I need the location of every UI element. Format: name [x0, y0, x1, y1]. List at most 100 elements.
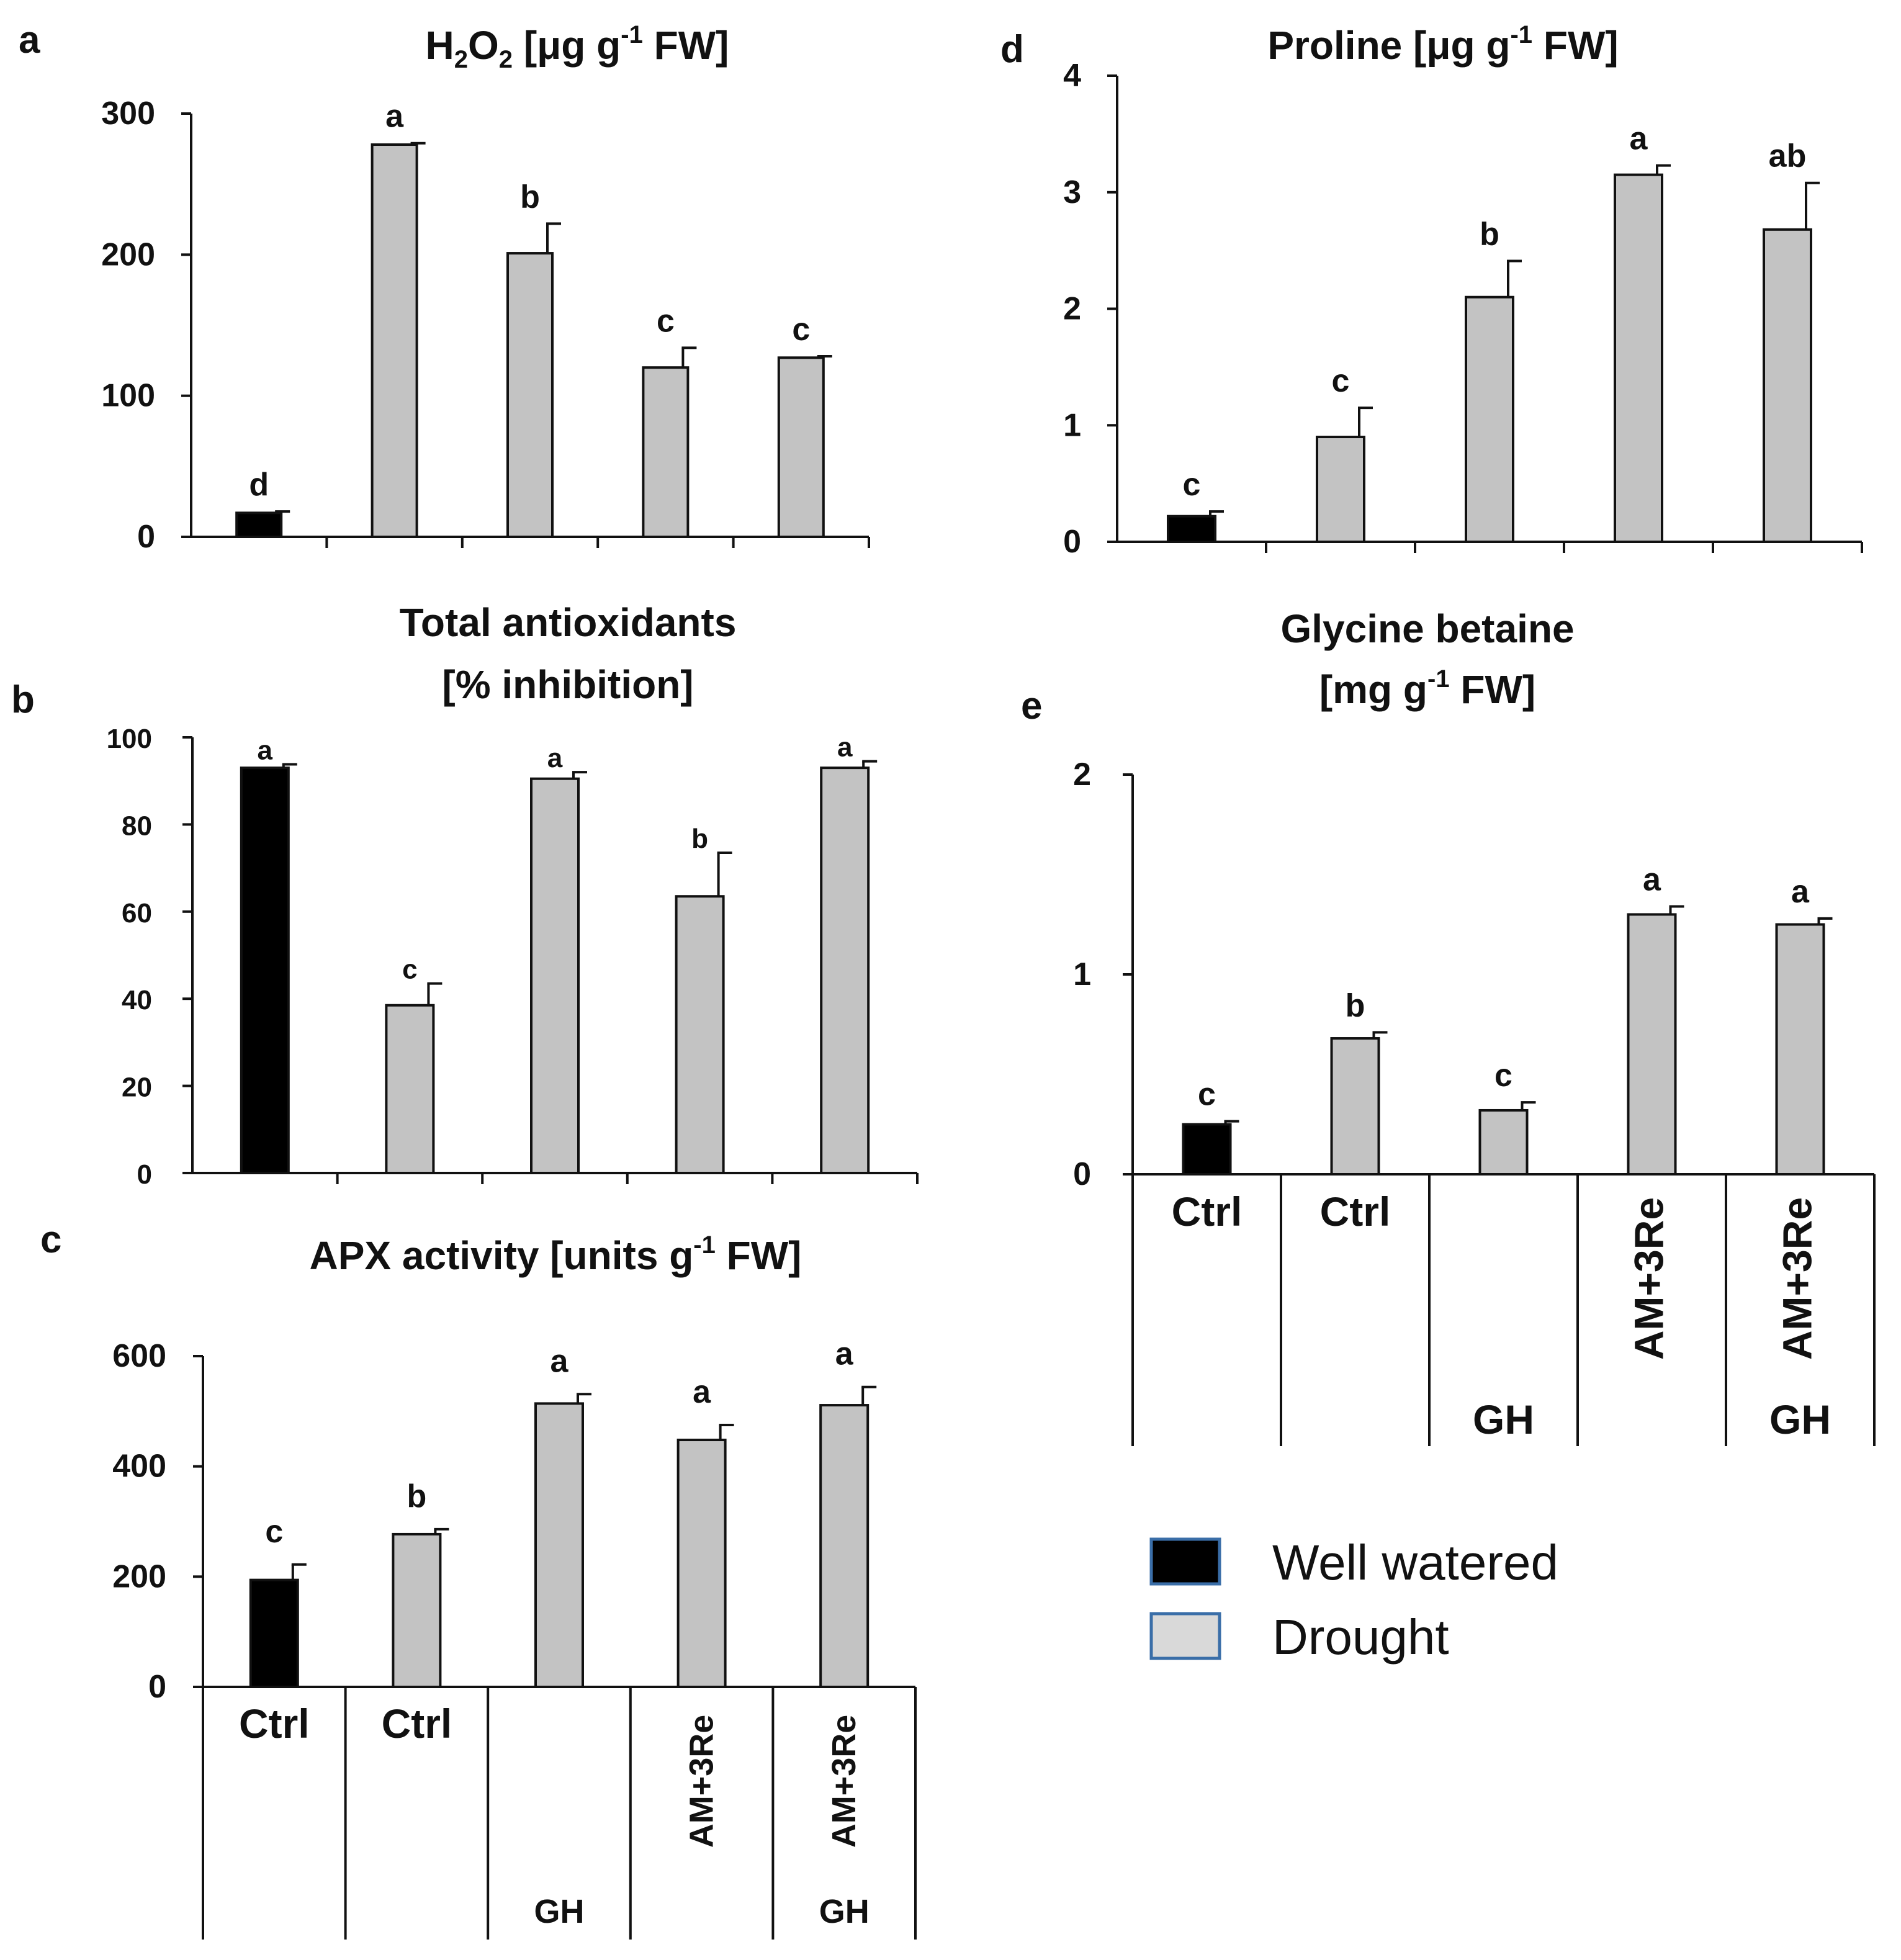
panel-d-y-tick-label: 3 — [1063, 174, 1081, 210]
significance-letter: c — [1332, 363, 1350, 399]
significance-letter: a — [258, 735, 273, 766]
significance-letter: a — [1630, 121, 1648, 157]
significance-letter: c — [1494, 1058, 1512, 1094]
category-label: Ctrl — [382, 1701, 452, 1746]
panel-a-bars: d a b c c — [235, 99, 832, 539]
bar — [1182, 1123, 1232, 1176]
panel-d-bars: c c b a ab — [1167, 121, 1820, 544]
panel-c-title: APX activity [units g-1 FW] — [310, 1231, 802, 1278]
bar — [1627, 913, 1677, 1176]
panel-e-letter: e — [1021, 685, 1042, 727]
bar — [777, 356, 825, 539]
bar — [820, 766, 870, 1174]
bar — [1316, 436, 1365, 544]
bar — [1614, 173, 1663, 543]
panel-d: d Proline [μg g-1 FW] 0 1 2 3 4 c c b a ab — [1000, 21, 1863, 560]
bar — [676, 1439, 727, 1688]
panel-b-letter: b — [11, 678, 35, 721]
panel-d-y-tick-label: 0 — [1063, 524, 1081, 560]
panel-e-y-tick-label: 2 — [1073, 757, 1091, 793]
panel-c-y-tick-label: 200 — [112, 1558, 166, 1594]
significance-letter: c — [265, 1514, 283, 1550]
panel-a: a H2O2 [μg g-1 FW] 0 100 200 300 d a b c c — [19, 19, 870, 555]
panel-d-y-tick-label: 1 — [1063, 407, 1081, 443]
significance-letter: ab — [1769, 138, 1807, 174]
panel-d-axes: 0 1 2 3 4 — [1063, 58, 1863, 560]
category-label-row2: GH — [1769, 1396, 1831, 1442]
bar — [819, 1404, 870, 1689]
panel-e-title-line1: Glycine betaine — [1280, 606, 1574, 651]
panel-b-title-line2: [% inhibition] — [442, 662, 693, 707]
bar — [1330, 1037, 1380, 1176]
panel-a-title: H2O2 [μg g-1 FW] — [426, 21, 729, 73]
panel-c-bars: c b a a a — [249, 1336, 877, 1689]
category-label-row2: GH — [534, 1893, 585, 1930]
significance-letter: b — [1346, 987, 1365, 1023]
panel-e-title-line2: [mg g-1 FW] — [1319, 665, 1535, 712]
panel-a-letter: a — [19, 19, 40, 61]
bar — [249, 1578, 299, 1688]
bar — [1465, 295, 1514, 543]
panel-d-y-tick-label: 2 — [1063, 291, 1081, 327]
bar — [534, 1402, 584, 1689]
legend-swatch-well-watered — [1149, 1537, 1221, 1586]
bar — [1763, 228, 1812, 543]
panel-b-y-tick-label: 80 — [122, 811, 152, 841]
category-label-row2: GH — [819, 1893, 870, 1930]
significance-letter: c — [1183, 467, 1201, 503]
significance-letter: a — [1791, 874, 1810, 910]
panel-c-category-table: Ctrl Ctrl AM+3Re AM+3Re GH GH — [202, 1687, 917, 1940]
category-label: AM+3Re — [825, 1715, 863, 1848]
significance-letter: c — [402, 955, 417, 985]
bar — [240, 766, 290, 1174]
panel-c-y-tick-label: 0 — [148, 1669, 166, 1705]
category-label: AM+3Re — [1774, 1197, 1820, 1360]
panel-a-axes: 0 100 200 300 — [101, 96, 870, 555]
bar — [675, 895, 725, 1174]
legend-swatch-drought — [1149, 1612, 1221, 1660]
category-label: AM+3Re — [1626, 1197, 1672, 1360]
bar — [1478, 1108, 1529, 1176]
bar — [506, 252, 554, 538]
significance-letter: d — [249, 467, 269, 503]
significance-letter: a — [835, 1336, 854, 1372]
bar — [235, 511, 283, 538]
significance-letter: a — [551, 1343, 569, 1379]
panel-b-y-tick-label: 20 — [122, 1072, 152, 1103]
panel-a-y-tick-label: 0 — [137, 519, 155, 555]
panel-b-y-tick-label: 40 — [122, 985, 152, 1015]
significance-letter: c — [657, 303, 675, 339]
bar — [392, 1532, 442, 1688]
panel-b-y-tick-label: 100 — [107, 724, 152, 754]
panel-b-y-tick-label: 0 — [137, 1159, 152, 1190]
legend: Well watered Drought — [1149, 1535, 1558, 1665]
category-label: Ctrl — [239, 1701, 310, 1746]
category-label-row2: GH — [1473, 1396, 1534, 1442]
legend-label-drought: Drought — [1272, 1609, 1449, 1665]
significance-letter: a — [385, 99, 404, 135]
bar — [1775, 923, 1825, 1176]
significance-letter: a — [1643, 862, 1661, 898]
panel-d-y-tick-label: 4 — [1063, 58, 1081, 94]
legend-label-well-watered: Well watered — [1272, 1535, 1558, 1590]
bar — [642, 366, 690, 538]
significance-letter: a — [837, 732, 853, 763]
category-label: AM+3Re — [683, 1715, 721, 1848]
panel-d-letter: d — [1000, 28, 1024, 71]
panel-a-y-tick-label: 300 — [101, 96, 155, 132]
panel-b-title-line1: Total antioxidants — [400, 600, 737, 645]
panel-e-bars: c b c a a — [1182, 862, 1833, 1176]
panel-b: b Total antioxidants [% inhibition] 0 20 4… — [11, 600, 919, 1190]
significance-letter: c — [1198, 1077, 1216, 1113]
category-label: Ctrl — [1172, 1189, 1243, 1234]
bar — [530, 777, 580, 1174]
panel-c-y-tick-label: 600 — [112, 1338, 166, 1374]
panel-a-y-tick-label: 200 — [101, 236, 155, 272]
panel-c-y-tick-label: 400 — [112, 1449, 166, 1485]
significance-letter: b — [407, 1478, 427, 1514]
bar — [371, 143, 418, 539]
significance-letter: b — [1480, 217, 1499, 253]
bar — [1167, 515, 1216, 544]
